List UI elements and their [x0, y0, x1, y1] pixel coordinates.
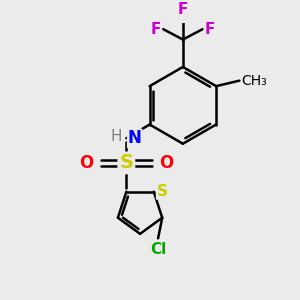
Text: F: F — [205, 22, 215, 37]
Text: F: F — [151, 22, 161, 37]
Text: F: F — [178, 2, 188, 17]
Text: O: O — [79, 154, 94, 172]
Text: N: N — [128, 129, 142, 147]
Text: Cl: Cl — [150, 242, 166, 257]
Text: O: O — [159, 154, 173, 172]
Text: H: H — [110, 128, 122, 143]
Text: CH₃: CH₃ — [241, 74, 267, 88]
Text: S: S — [157, 184, 168, 199]
Text: S: S — [119, 153, 134, 172]
